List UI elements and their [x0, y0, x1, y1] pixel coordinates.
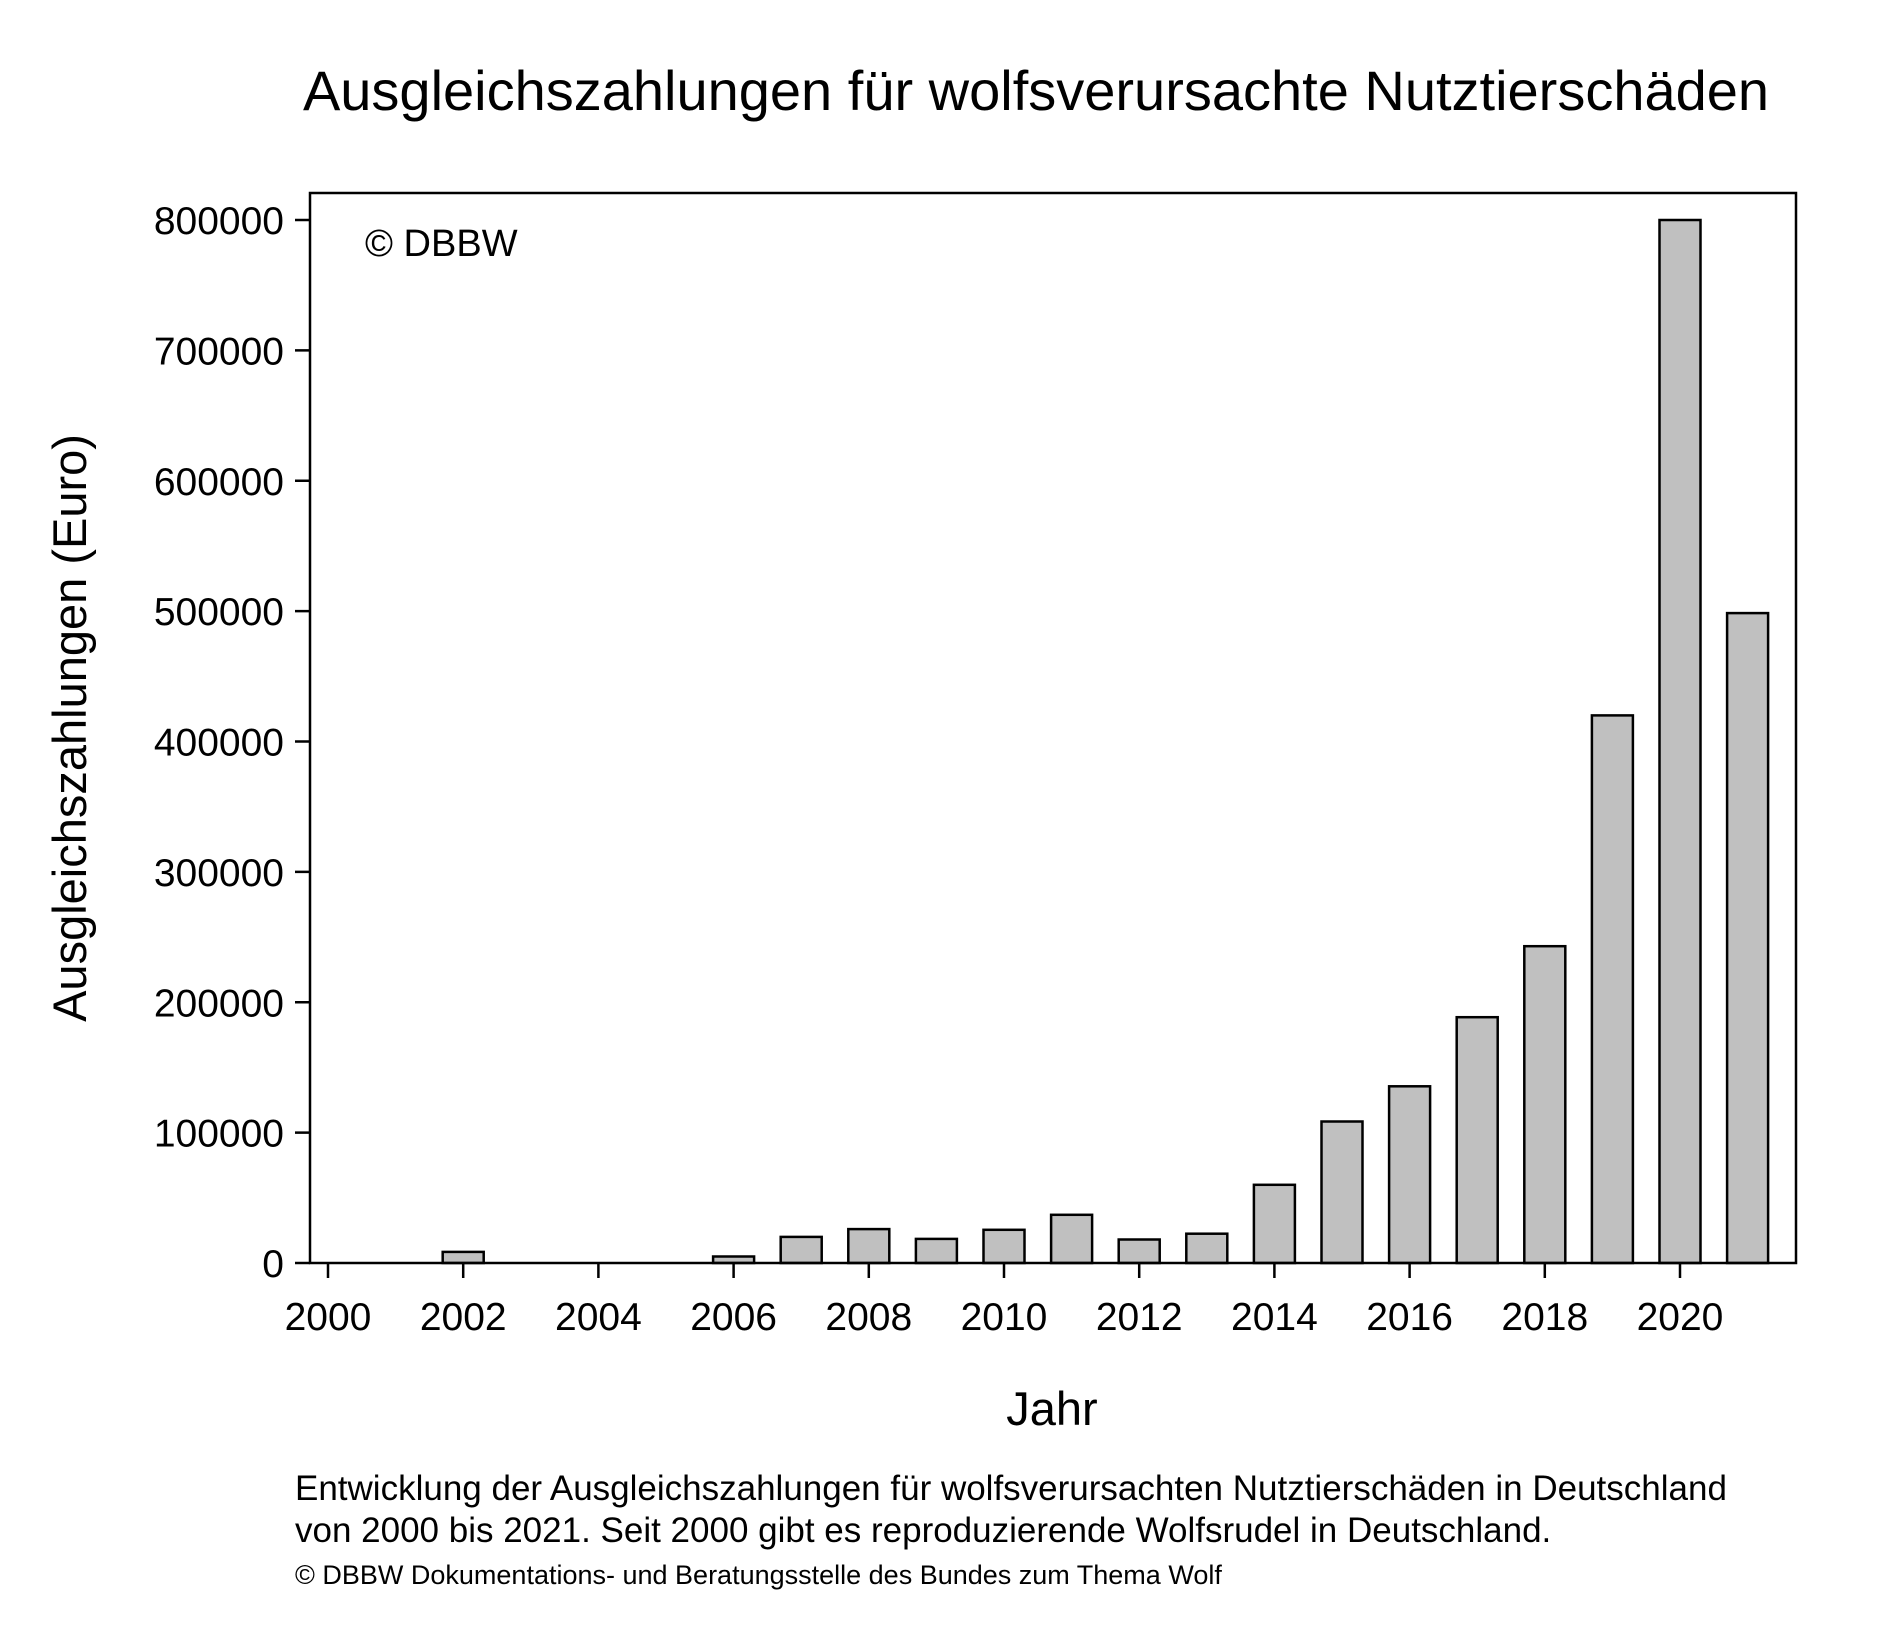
bar-2018: [1523, 944, 1567, 1265]
x-tick-label-2018: 2018: [1501, 1296, 1588, 1339]
bar-2007: [779, 1235, 823, 1265]
x-tick-label-2014: 2014: [1231, 1296, 1318, 1339]
x-tick-label-2016: 2016: [1366, 1296, 1453, 1339]
caption: Entwicklung der Ausgleichszahlungen für …: [295, 1468, 1727, 1552]
bar-2019: [1590, 714, 1635, 1265]
y-tick-label-300000: 300000: [154, 852, 284, 895]
bar-2017: [1455, 1015, 1499, 1265]
bar-2016: [1387, 1085, 1432, 1265]
x-tick-label-2006: 2006: [690, 1296, 777, 1339]
x-axis-label: Jahr: [1006, 1382, 1097, 1435]
y-tick-label-100000: 100000: [154, 1113, 284, 1156]
x-tick-label-2004: 2004: [555, 1296, 642, 1339]
y-tick-label-0: 0: [262, 1243, 284, 1286]
y-axis: 0 100000 200000 300000 400000 500000 600000 700…: [154, 200, 310, 1286]
credit-line: © DBBW Dokumentations- und Beratungsstel…: [295, 1560, 1222, 1590]
caption-line-2: von 2000 bis 2021. Seit 2000 gibt es rep…: [295, 1511, 1552, 1550]
bar-2008: [847, 1227, 891, 1265]
x-axis: 2000 2002 2004 2006 2008 2010 2012 2014 2016 2018…: [285, 1263, 1724, 1339]
x-tick-label-2020: 2020: [1637, 1296, 1724, 1339]
bar-2012: [1117, 1238, 1161, 1265]
y-axis-label: Ausgleichszahlungen (Euro): [43, 434, 96, 1022]
x-tick-label-2010: 2010: [961, 1296, 1048, 1339]
y-tick-label-600000: 600000: [154, 461, 284, 504]
x-tick-label-2012: 2012: [1096, 1296, 1183, 1339]
chart-title: Ausgleichszahlungen für wolfsverursachte…: [302, 59, 1770, 122]
x-tick-label-2002: 2002: [420, 1296, 507, 1339]
bar-2013: [1185, 1232, 1229, 1265]
x-tick-label-2000: 2000: [285, 1296, 372, 1339]
plot-frame: [308, 191, 1798, 1265]
x-tick-label-2008: 2008: [825, 1296, 912, 1339]
bar-2011: [1049, 1213, 1094, 1265]
y-tick-label-400000: 400000: [154, 722, 284, 765]
bars: [441, 218, 1770, 1265]
y-tick-label-800000: 800000: [154, 200, 284, 243]
y-tick-label-200000: 200000: [154, 982, 284, 1025]
bar-2014: [1252, 1183, 1297, 1265]
bar-2009: [914, 1237, 959, 1265]
y-tick-label-700000: 700000: [154, 330, 284, 373]
bar-2020: [1658, 218, 1702, 1265]
y-tick-label-500000: 500000: [154, 591, 284, 634]
bar-2002: [441, 1250, 485, 1265]
bar-2021: [1725, 611, 1770, 1265]
bar-chart: 0 100000 200000 300000 400000 500000 600000 700…: [43, 191, 1798, 1435]
caption-line-1: Entwicklung der Ausgleichszahlungen für …: [295, 1469, 1727, 1508]
watermark-label: © DBBW: [365, 223, 518, 265]
bar-2015: [1320, 1120, 1364, 1265]
bar-2010: [982, 1228, 1026, 1265]
